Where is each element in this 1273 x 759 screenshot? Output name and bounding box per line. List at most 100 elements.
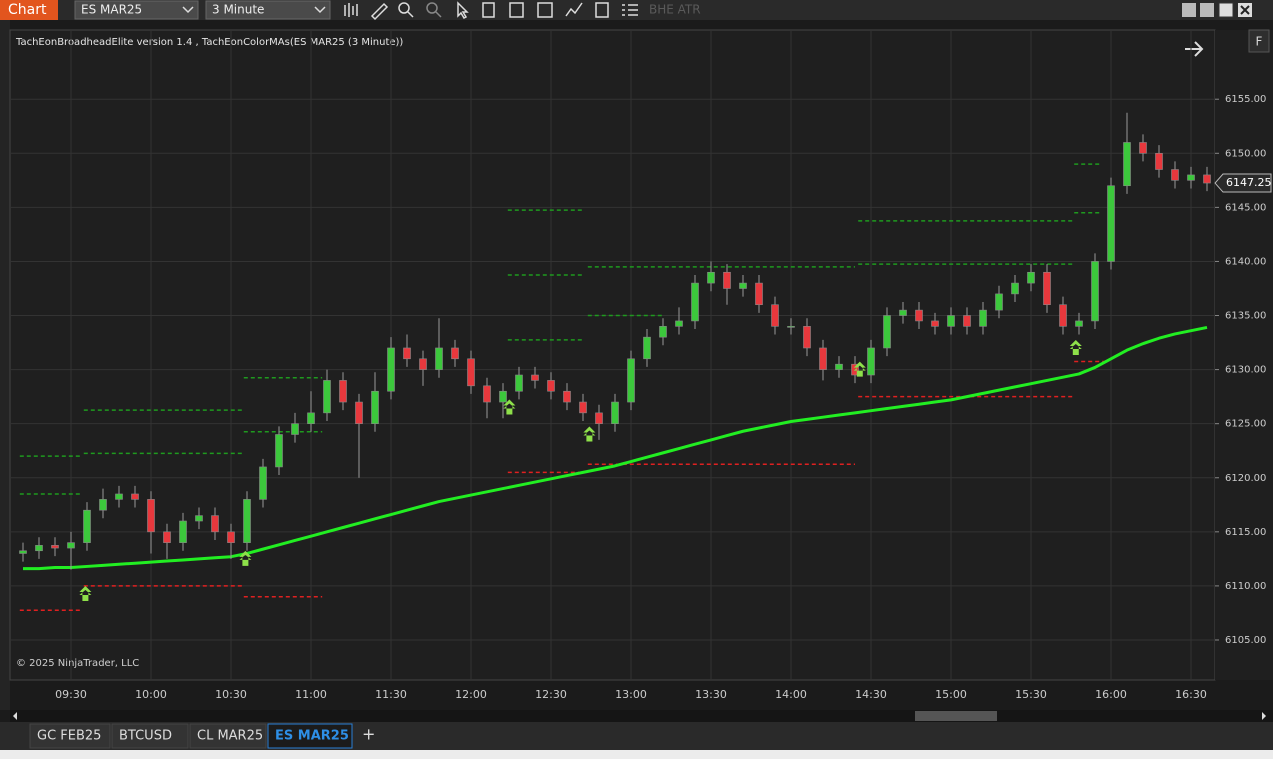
bars-icon[interactable]	[344, 3, 358, 17]
y-tick-label: 6125.00	[1225, 419, 1266, 430]
candle-body	[835, 363, 843, 370]
candle-body	[531, 374, 539, 381]
y-tick-label: 6110.00	[1225, 581, 1266, 592]
toolbar-icons	[344, 1, 638, 21]
candle-body	[627, 358, 635, 403]
buy-signal	[1069, 339, 1082, 355]
instrument-select[interactable]	[74, 0, 199, 20]
candle-body	[691, 282, 699, 322]
candle-body	[771, 304, 779, 327]
close-icon	[1240, 5, 1250, 15]
y-tick-label: 6105.00	[1225, 635, 1266, 646]
taskbar-strip	[0, 750, 1273, 759]
candle-body	[1155, 152, 1163, 170]
x-tick-label: 09:30	[55, 688, 87, 701]
zoom-out-icon[interactable]	[426, 2, 438, 14]
candle-body	[339, 380, 347, 403]
candle-body	[1059, 304, 1067, 327]
candle-body	[755, 282, 763, 306]
x-tick-label: 10:30	[215, 688, 247, 701]
strategies-icon[interactable]	[565, 2, 583, 17]
window-button[interactable]	[1182, 3, 1196, 17]
y-tick-label: 6145.00	[1225, 202, 1266, 213]
candle-body	[787, 326, 795, 328]
candle-body	[1171, 169, 1179, 181]
x-tick-label: 12:00	[455, 688, 487, 701]
panel-button[interactable]	[1248, 29, 1270, 53]
tab[interactable]	[29, 723, 111, 749]
pointer-icon[interactable]	[457, 1, 469, 19]
candle-body	[355, 401, 363, 424]
candle-body	[515, 374, 523, 392]
candle-body	[979, 309, 987, 327]
app-tab[interactable]	[0, 0, 58, 20]
candle-body	[899, 309, 907, 316]
properties-icon[interactable]	[509, 2, 524, 18]
candle-body	[195, 515, 203, 522]
buy-signal	[503, 399, 516, 415]
x-tick-label: 15:30	[1015, 688, 1047, 701]
list-icon[interactable]	[622, 4, 638, 16]
interval-select[interactable]	[205, 0, 331, 20]
candle-body	[643, 336, 651, 360]
candle-body	[1203, 174, 1211, 184]
tab-label: ES MAR25	[275, 729, 349, 744]
tabs: GC FEB25 BTCUSD CL MAR25 ES MAR25 +	[29, 723, 375, 749]
candle-body	[819, 347, 827, 370]
templates-icon[interactable]	[595, 2, 609, 18]
x-tick-label: 11:30	[375, 688, 407, 701]
app-label: Chart	[8, 2, 47, 18]
data-box-icon[interactable]	[482, 2, 495, 18]
candle-body	[291, 423, 299, 435]
y-tick-label: 6135.00	[1225, 311, 1266, 322]
candle-body	[1027, 271, 1035, 284]
add-tab[interactable]: +	[362, 725, 375, 744]
scroll-right[interactable]	[1262, 712, 1266, 720]
candle-body	[915, 309, 923, 322]
candle-body	[1091, 261, 1099, 322]
scrollbar	[10, 710, 1273, 722]
tab[interactable]	[267, 723, 353, 749]
candle-body	[547, 380, 555, 392]
candle-body	[563, 390, 571, 403]
candle-body	[947, 315, 955, 327]
tab-label: GC FEB25	[37, 729, 101, 744]
window-button[interactable]	[1200, 3, 1214, 17]
left-strip	[0, 20, 10, 710]
tab-label: CL MAR25	[197, 729, 263, 744]
candle-body	[51, 545, 59, 549]
x-tick-label: 16:30	[1175, 688, 1207, 701]
candle-body	[595, 412, 603, 424]
y-tick-label: 6155.00	[1225, 94, 1266, 105]
tab[interactable]	[189, 723, 267, 749]
candle-body	[307, 412, 315, 424]
candle-body	[147, 499, 155, 533]
indicators-icon[interactable]	[537, 2, 553, 18]
scroll-thumb[interactable]	[915, 711, 997, 721]
candle-body	[403, 347, 411, 360]
dropdown-icon	[182, 6, 194, 14]
x-tick-label: 10:00	[135, 688, 167, 701]
candle-body	[659, 326, 667, 338]
candle-body	[163, 531, 171, 543]
candle-body	[467, 358, 475, 387]
maximize-button[interactable]	[1218, 2, 1234, 18]
candle-body	[211, 515, 219, 533]
candle-body	[995, 293, 1003, 311]
tab[interactable]	[111, 723, 189, 749]
x-tick-label: 14:00	[775, 688, 807, 701]
draw-icon[interactable]	[370, 2, 389, 21]
candle-body	[675, 320, 683, 327]
candle-body	[1107, 185, 1115, 262]
chart-subtitle: TachEonBroadheadElite version 1.4 , Tach…	[15, 37, 403, 48]
scroll-left[interactable]	[13, 712, 17, 720]
scroll-arrow-icon[interactable]	[1185, 41, 1204, 57]
last-price-tag	[1214, 173, 1272, 193]
candle-body	[35, 545, 43, 552]
candle-body	[451, 347, 459, 360]
x-tick-label: 16:00	[1095, 688, 1127, 701]
x-tick-label: 14:30	[855, 688, 887, 701]
zoom-in-icon[interactable]	[398, 2, 410, 14]
y-tick-label: 6150.00	[1225, 148, 1266, 159]
